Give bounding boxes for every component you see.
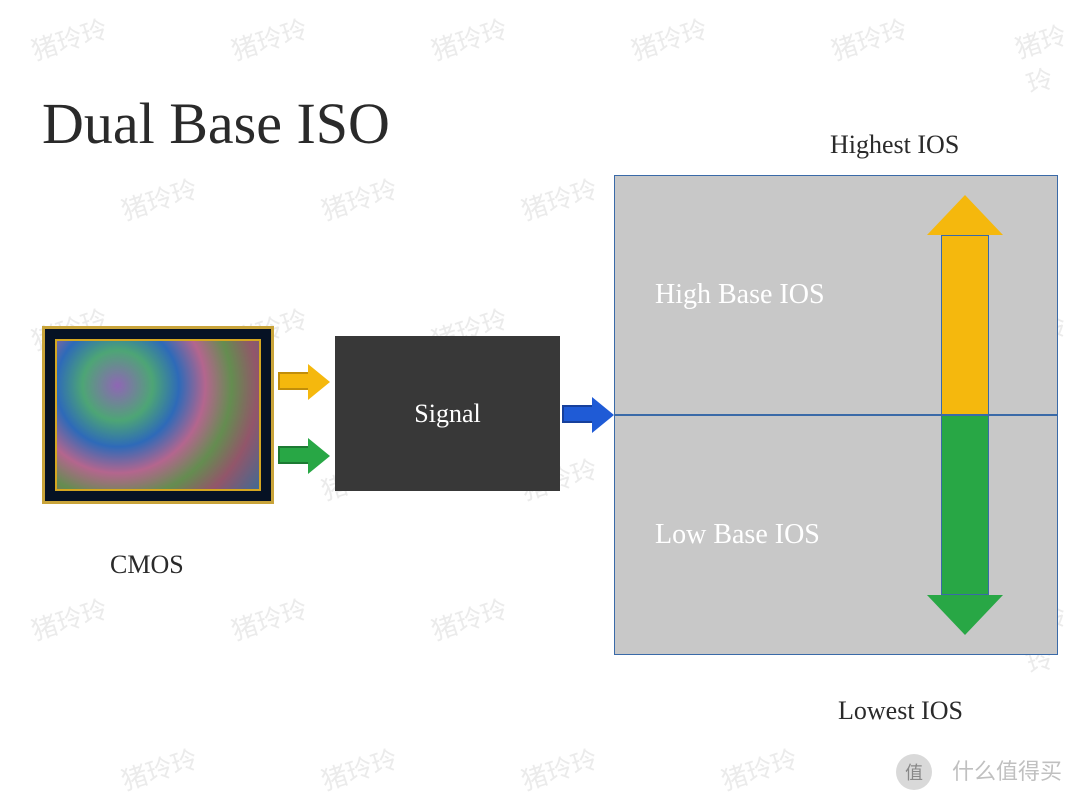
label-cmos: CMOS — [110, 550, 184, 580]
watermark-text: 猪玲玲 — [316, 169, 402, 228]
cmos-sensor-surface — [55, 339, 261, 491]
watermark-text: 猪玲玲 — [516, 169, 602, 228]
cmos-sensor — [42, 326, 274, 504]
footer-brand-text: 什么值得买 — [952, 754, 1062, 786]
diagram-title: Dual Base ISO — [42, 90, 390, 157]
label-lowest-iso: Lowest IOS — [838, 696, 963, 726]
watermark-text: 猪玲玲 — [26, 589, 112, 648]
label-high-base: High Base IOS — [655, 279, 825, 311]
footer-logo-char: 值 — [905, 759, 923, 785]
signal-processor-box: Signal — [335, 336, 560, 491]
watermark-text: 猪玲玲 — [1010, 13, 1080, 102]
watermark-text: 猪玲玲 — [226, 589, 312, 648]
watermark-text: 猪玲玲 — [116, 169, 202, 228]
arrow-low-base-down — [941, 415, 1003, 635]
watermark-text: 猪玲玲 — [516, 739, 602, 798]
watermark-text: 猪玲玲 — [716, 739, 802, 798]
footer-brand-icon: 值 — [896, 754, 932, 790]
watermark-text: 猪玲玲 — [426, 9, 512, 68]
label-highest-iso: Highest IOS — [830, 130, 959, 160]
watermark-text: 猪玲玲 — [426, 589, 512, 648]
label-low-base: Low Base IOS — [655, 519, 820, 551]
watermark-text: 猪玲玲 — [26, 9, 112, 68]
watermark-text: 猪玲玲 — [316, 739, 402, 798]
watermark-text: 猪玲玲 — [626, 9, 712, 68]
arrow-high-base-up — [941, 195, 1003, 415]
watermark-text: 猪玲玲 — [826, 9, 912, 68]
signal-label: Signal — [414, 399, 480, 429]
watermark-text: 猪玲玲 — [226, 9, 312, 68]
watermark-text: 猪玲玲 — [116, 739, 202, 798]
